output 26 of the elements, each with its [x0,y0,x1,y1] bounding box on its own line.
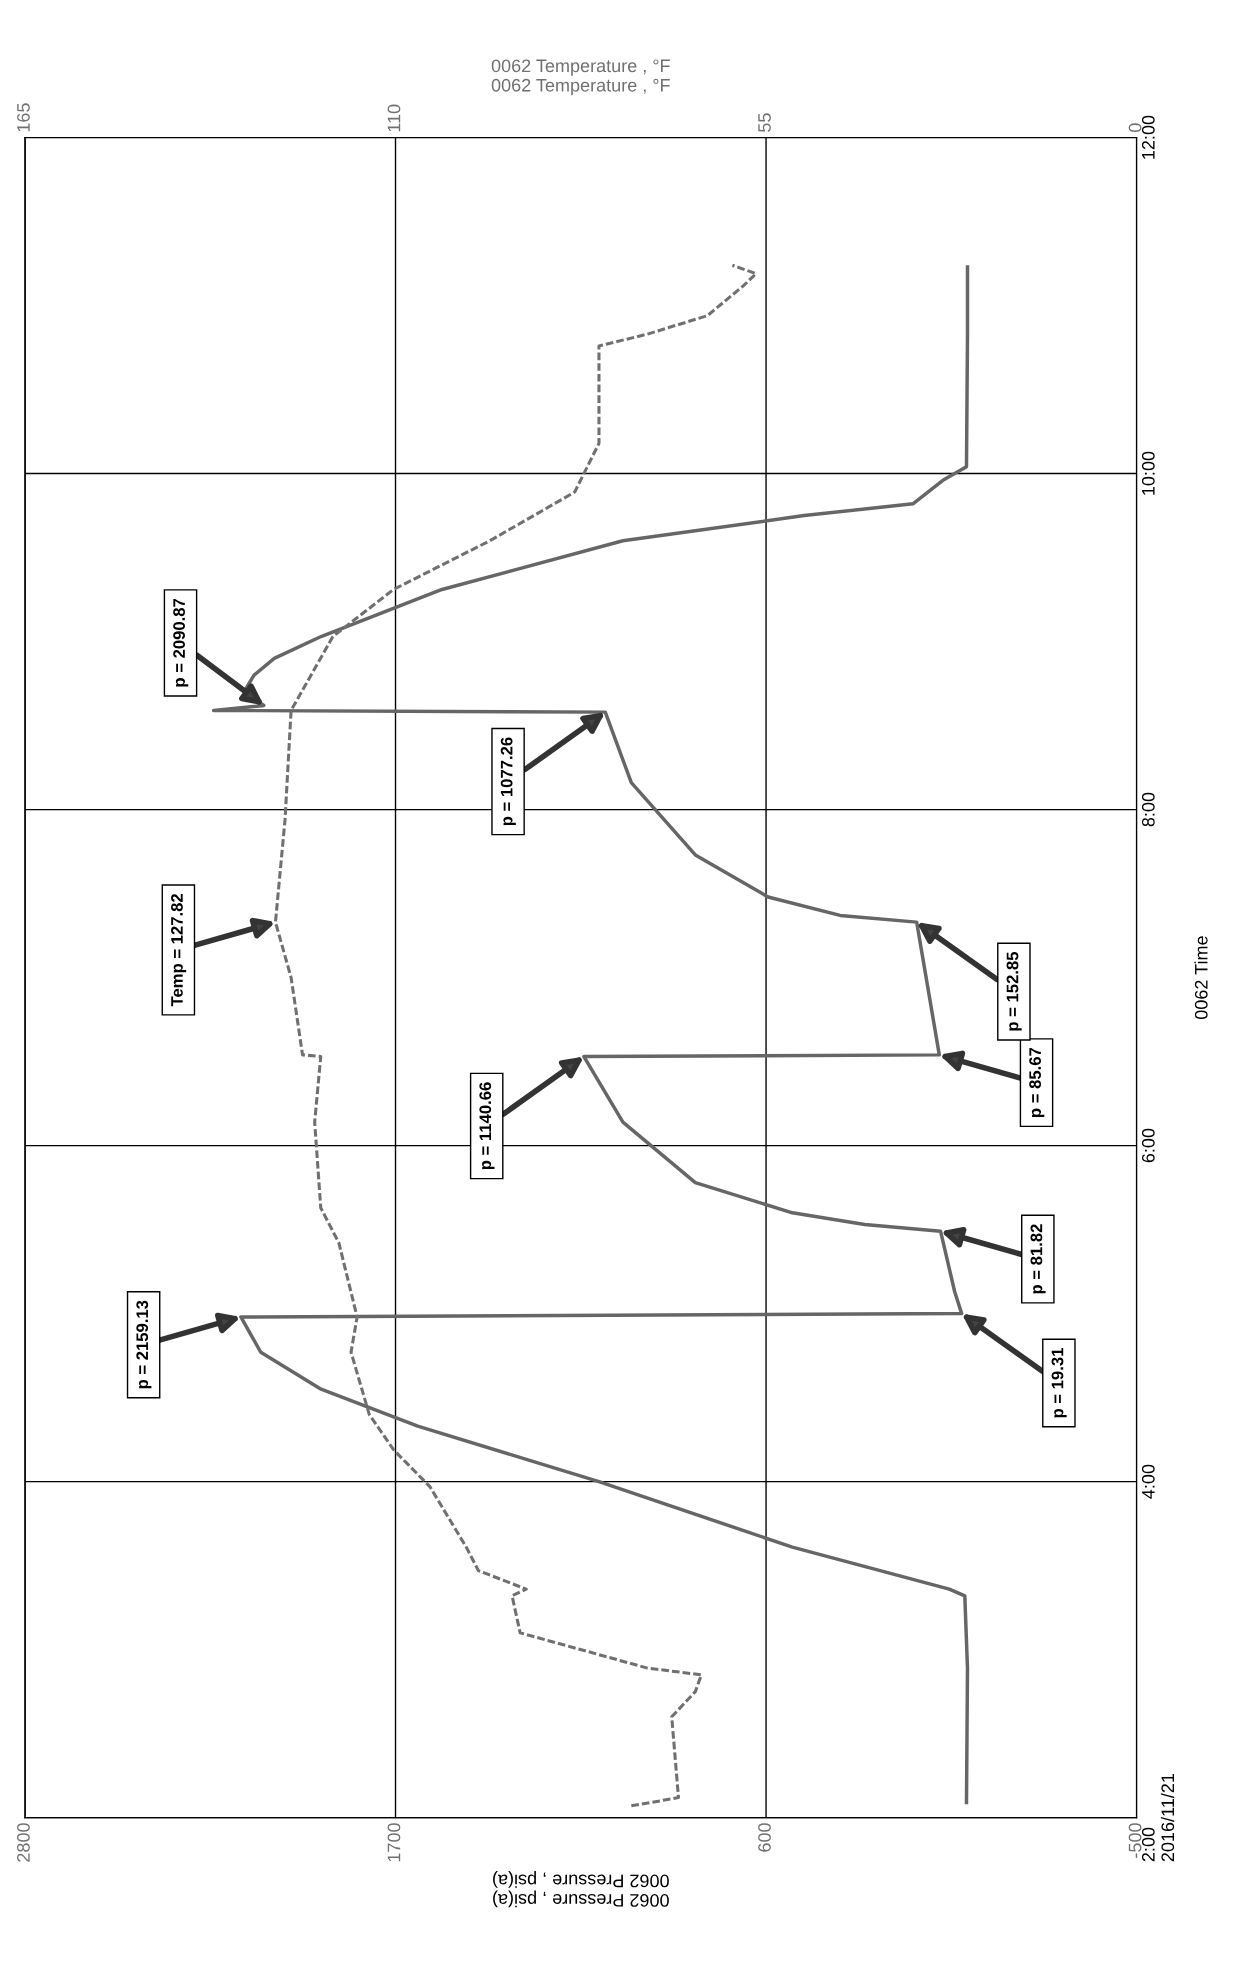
annotation: p = 1140.66 [479,1082,495,1170]
annotation: p = 19.31 [1051,1348,1067,1418]
x-tick-label: 2800 [17,1823,30,1862]
y-tick-label: 4:00 [1141,1464,1155,1499]
y-tick-label: 10:00 [1141,451,1155,495]
y-tick-label: 6:00 [1141,1128,1155,1163]
annotation: p = 152.85 [1006,951,1022,1031]
annotation: p = 85.67 [1029,1047,1045,1117]
y-tick-label: 12:00 [1141,115,1155,159]
x2-axis-title: 0062 Temperature , °F 0062 Temperature , °F [491,59,670,96]
annotation: Temp = 127.82 [171,893,187,1007]
annotation: p = 2159.13 [136,1300,152,1389]
annotation: p = 2090.87 [173,598,189,687]
x2-tick-label: 110 [387,104,401,132]
x-axis-title: 0062 Pressure , psi(a) 0062 Pressure , psi(a) [493,1870,669,1908]
annotation: p = 81.82 [1030,1224,1046,1294]
y-tick-label: 2:00 2016/11/21 [1141,1773,1175,1862]
x-tick-label: 1700 [387,1823,401,1862]
y-axis-title: 0062 Time [1194,936,1208,1020]
x-tick-label: -500 [1128,1823,1142,1858]
x2-tick-label: 165 [17,103,30,132]
x2-tick-label: 0 [1128,123,1142,132]
x-tick-label: 600 [758,1823,771,1852]
y-tick-label: 8:00 [1141,792,1155,827]
annotation: p = 1077.26 [500,737,516,826]
x2-tick-label: 55 [758,113,771,132]
